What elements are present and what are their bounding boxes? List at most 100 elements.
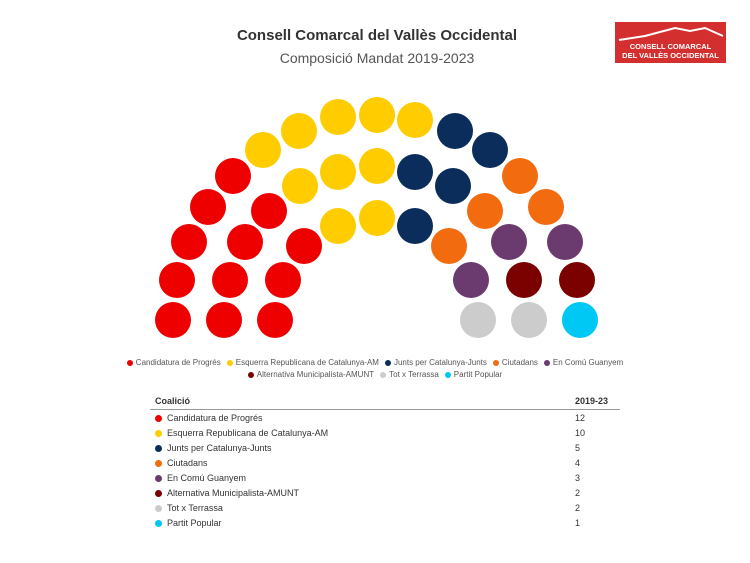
legend-label: Esquerra Republicana de Catalunya-AM: [235, 358, 379, 367]
seat-count: 10: [575, 427, 586, 438]
seat: [190, 189, 226, 225]
seat: [286, 228, 322, 264]
legend-label: Partit Popular: [453, 370, 503, 379]
party-dot: [155, 429, 162, 437]
legend-dot: [226, 359, 233, 366]
seat: [472, 132, 508, 168]
party-name: Esquerra Republicana de Catalunya-AM: [167, 427, 329, 438]
seat: [206, 302, 242, 338]
seat: [437, 113, 473, 149]
seat: [215, 158, 251, 194]
party-name: Ciutadans: [167, 457, 208, 468]
seat-count: 1: [575, 517, 581, 528]
seat: [257, 302, 293, 338]
legend-dot: [543, 359, 550, 366]
seat: [460, 302, 496, 338]
seat: [171, 224, 207, 260]
seat: [212, 262, 248, 298]
party-dot: [155, 474, 162, 482]
seat: [320, 99, 356, 135]
results-table: Coalició 2019-23 Candidatura de Progrés 12…: [150, 393, 620, 530]
legend-item[interactable]: Ciutadans: [492, 358, 538, 367]
legend-dot: [444, 371, 451, 378]
legend-label: Alternativa Municipalista-AMUNT: [256, 370, 375, 379]
seat: [397, 208, 433, 244]
seat: [320, 208, 356, 244]
seat: [245, 132, 281, 168]
legend-dot: [247, 371, 254, 378]
seat: [397, 102, 433, 138]
parliament-chart: [155, 97, 598, 338]
seat: [511, 302, 547, 338]
legend-label: Candidatura de Progrés: [135, 358, 221, 367]
seat: [320, 154, 356, 190]
seat: [502, 158, 538, 194]
seat: [155, 302, 191, 338]
legend-dot: [380, 371, 387, 378]
legend-label: Tot x Terrassa: [389, 370, 439, 379]
seat: [359, 200, 395, 236]
party-name: Candidatura de Progrés: [167, 412, 263, 423]
legend-item[interactable]: Partit Popular: [444, 370, 503, 379]
seat: [547, 224, 583, 260]
party-name: En Comú Guanyem: [167, 472, 247, 483]
legend-item[interactable]: Candidatura de Progrés: [126, 358, 221, 367]
table-row: Candidatura de Progrés 12: [150, 410, 620, 426]
legend-item[interactable]: En Comú Guanyem: [543, 358, 623, 367]
legend-item[interactable]: Tot x Terrassa: [380, 370, 439, 379]
seat: [251, 193, 287, 229]
legend-label: Junts per Catalunya-Junts: [393, 358, 487, 367]
seat: [359, 148, 395, 184]
seat: [227, 224, 263, 260]
legend-item[interactable]: Alternativa Municipalista-AMUNT: [247, 370, 375, 379]
table-row: Tot x Terrassa 2: [150, 500, 620, 515]
table-row: En Comú Guanyem 3: [150, 470, 620, 485]
legend-item[interactable]: Junts per Catalunya-Junts: [384, 358, 487, 367]
seat-count: 12: [575, 412, 586, 423]
seat: [506, 262, 542, 298]
legend-item[interactable]: Esquerra Republicana de Catalunya-AM: [226, 358, 379, 367]
party-dot: [155, 414, 162, 422]
legend-dot: [126, 359, 133, 366]
party-name: Partit Popular: [167, 517, 222, 528]
seat: [359, 97, 395, 133]
seat-count: 2: [575, 487, 581, 498]
col-seats-header: 2019-23: [570, 393, 620, 410]
party-dot: [155, 504, 162, 512]
party-dot: [155, 444, 162, 452]
legend-dot: [492, 359, 499, 366]
party-name: Alternativa Municipalista-AMUNT: [167, 487, 300, 498]
seat: [159, 262, 195, 298]
logo: CONSELL COMARCAL DEL VALLÈS OCCIDENTAL: [615, 22, 726, 63]
col-party-header: Coalició: [150, 393, 570, 410]
party-dot: [155, 489, 162, 497]
seat: [453, 262, 489, 298]
seat: [528, 189, 564, 225]
party-dot: [155, 459, 162, 467]
seat: [467, 193, 503, 229]
seat: [491, 224, 527, 260]
seat: [562, 302, 598, 338]
seat: [431, 228, 467, 264]
seat: [282, 168, 318, 204]
party-dot: [155, 519, 162, 527]
party-name: Junts per Catalunya-Junts: [167, 442, 272, 453]
table-row: Junts per Catalunya-Junts 5: [150, 440, 620, 455]
legend-dot: [384, 359, 391, 366]
legend-label: Ciutadans: [501, 358, 538, 367]
table-row: Ciutadans 4: [150, 455, 620, 470]
seat-count: 2: [575, 502, 581, 513]
legend: Candidatura de Progrés Esquerra Republica…: [120, 357, 630, 381]
seat: [435, 168, 471, 204]
chart-title: Consell Comarcal del Vallès Occidental: [236, 27, 518, 44]
party-name: Tot x Terrassa: [167, 502, 223, 513]
seat: [265, 262, 301, 298]
table-row: Alternativa Municipalista-AMUNT 2: [150, 485, 620, 500]
seat-count: 5: [575, 442, 581, 453]
seat-count: 3: [575, 472, 581, 483]
table-row: Esquerra Republicana de Catalunya-AM 10: [150, 425, 620, 440]
seat: [281, 113, 317, 149]
chart-subtitle: Composició Mandat 2019-2023: [279, 50, 475, 66]
seat: [559, 262, 595, 298]
seat-count: 4: [575, 457, 581, 468]
